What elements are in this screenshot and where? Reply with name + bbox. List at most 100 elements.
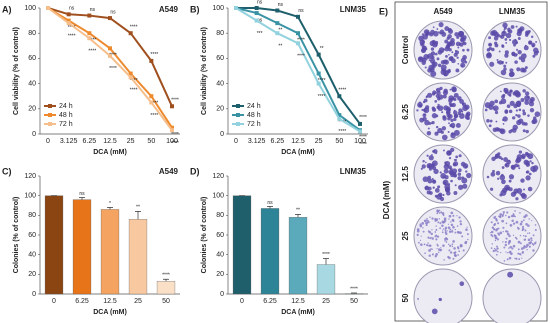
colony xyxy=(447,223,450,225)
colony xyxy=(466,48,470,52)
colony xyxy=(446,230,448,232)
colony xyxy=(531,161,534,165)
colony xyxy=(435,152,438,155)
colony xyxy=(424,66,427,69)
colony xyxy=(515,101,522,107)
point xyxy=(358,129,362,134)
x-tick-label: 25 xyxy=(134,298,142,305)
row-label: 25 xyxy=(401,231,410,240)
colony xyxy=(431,113,438,119)
y-tick-label: 60 xyxy=(216,232,224,239)
colony xyxy=(506,211,509,214)
colony xyxy=(458,154,462,158)
colony xyxy=(500,69,507,76)
x-axis-label: DCA (mM) xyxy=(281,149,315,156)
colony xyxy=(518,167,521,170)
chart-title: A549 xyxy=(159,167,179,176)
colony xyxy=(520,220,523,223)
colony xyxy=(432,26,435,29)
colony xyxy=(445,110,451,115)
colony xyxy=(467,238,469,241)
significance-label: **** xyxy=(350,286,358,292)
colony xyxy=(524,229,527,232)
colony xyxy=(443,217,447,221)
colony xyxy=(430,232,433,236)
significance-label: **** xyxy=(297,38,305,44)
colony xyxy=(534,111,541,117)
colony xyxy=(431,237,434,240)
significance-label: ns xyxy=(257,17,263,23)
colony xyxy=(434,231,437,233)
colony xyxy=(492,169,495,173)
colony xyxy=(452,257,455,260)
colony xyxy=(449,228,452,231)
colony xyxy=(442,176,445,179)
colony xyxy=(522,111,527,116)
colony xyxy=(494,99,499,104)
colony xyxy=(425,222,427,225)
colony xyxy=(447,226,451,230)
colony xyxy=(421,33,425,36)
colony xyxy=(489,100,495,106)
colony xyxy=(533,51,539,56)
colony xyxy=(519,212,521,214)
chart-title: LNM35 xyxy=(340,167,367,176)
colony xyxy=(450,38,455,43)
colony xyxy=(524,238,527,240)
colony xyxy=(464,115,470,120)
colony xyxy=(461,112,464,115)
colony xyxy=(504,162,510,168)
y-tick-label: 100 xyxy=(24,193,36,200)
significance-label: **** xyxy=(68,25,76,31)
colony xyxy=(454,231,457,234)
y-tick-label: 100 xyxy=(212,193,224,200)
colony xyxy=(517,114,521,118)
x-tick-label: 12.5 xyxy=(103,298,117,305)
colony xyxy=(523,45,529,51)
colony xyxy=(448,249,451,252)
colony xyxy=(451,58,456,64)
significance-label: ** xyxy=(136,205,140,211)
significance-label: ns xyxy=(267,200,273,206)
colony xyxy=(521,251,524,254)
legend-label: 24 h xyxy=(59,103,73,110)
colony xyxy=(513,188,519,194)
colony xyxy=(502,226,505,229)
colony xyxy=(444,239,446,242)
colony xyxy=(491,226,495,229)
colony xyxy=(435,114,439,118)
colony xyxy=(442,70,449,77)
colony xyxy=(457,46,460,49)
colony xyxy=(512,234,515,236)
significance-label: **** xyxy=(318,78,326,84)
colony xyxy=(485,52,492,59)
colony xyxy=(494,249,497,252)
point xyxy=(128,75,133,80)
colony xyxy=(420,235,422,237)
colony xyxy=(445,237,448,239)
colony xyxy=(437,103,440,107)
colony xyxy=(459,281,465,286)
colony xyxy=(503,157,509,162)
colony xyxy=(429,216,431,218)
colony xyxy=(438,218,440,220)
colony xyxy=(502,22,508,28)
legend-marker xyxy=(236,104,240,108)
colony xyxy=(510,214,514,218)
significance-label: **** xyxy=(171,132,179,138)
colony xyxy=(508,256,512,260)
colony xyxy=(443,228,445,230)
colony xyxy=(515,114,518,117)
colony xyxy=(514,163,518,168)
colony xyxy=(526,244,529,247)
colony xyxy=(511,247,514,250)
y-tick-label: 40 xyxy=(28,252,36,259)
point xyxy=(358,121,362,126)
x-tick-label: 3.125 xyxy=(60,138,78,145)
significance-label: **** xyxy=(130,25,138,31)
colony xyxy=(455,155,459,159)
y-tick-label: 40 xyxy=(216,80,224,87)
colony xyxy=(508,247,510,249)
colony xyxy=(431,308,438,315)
colony xyxy=(452,214,455,217)
